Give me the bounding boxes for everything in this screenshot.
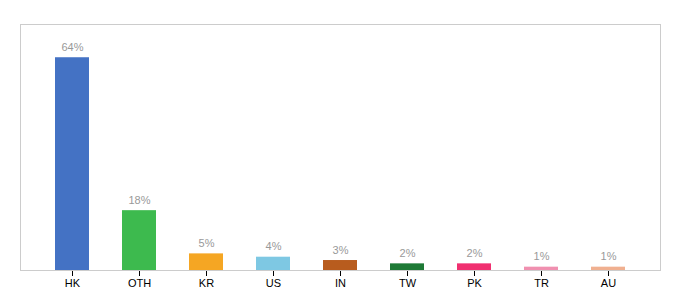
- svg-text:US: US: [266, 277, 281, 289]
- svg-text:OTH: OTH: [128, 277, 151, 289]
- svg-text:4%: 4%: [266, 240, 282, 252]
- svg-text:5%: 5%: [199, 237, 215, 249]
- svg-text:TW: TW: [399, 277, 417, 289]
- svg-text:3%: 3%: [333, 244, 349, 256]
- svg-text:64%: 64%: [61, 41, 83, 53]
- svg-text:HK: HK: [65, 277, 81, 289]
- svg-text:1%: 1%: [534, 250, 550, 262]
- svg-text:KR: KR: [199, 277, 214, 289]
- svg-text:AU: AU: [601, 277, 616, 289]
- svg-text:PK: PK: [467, 277, 482, 289]
- svg-text:18%: 18%: [128, 194, 150, 206]
- svg-text:2%: 2%: [400, 247, 416, 259]
- svg-text:1%: 1%: [601, 250, 617, 262]
- svg-text:2%: 2%: [467, 247, 483, 259]
- svg-text:TR: TR: [534, 277, 549, 289]
- svg-text:IN: IN: [335, 277, 346, 289]
